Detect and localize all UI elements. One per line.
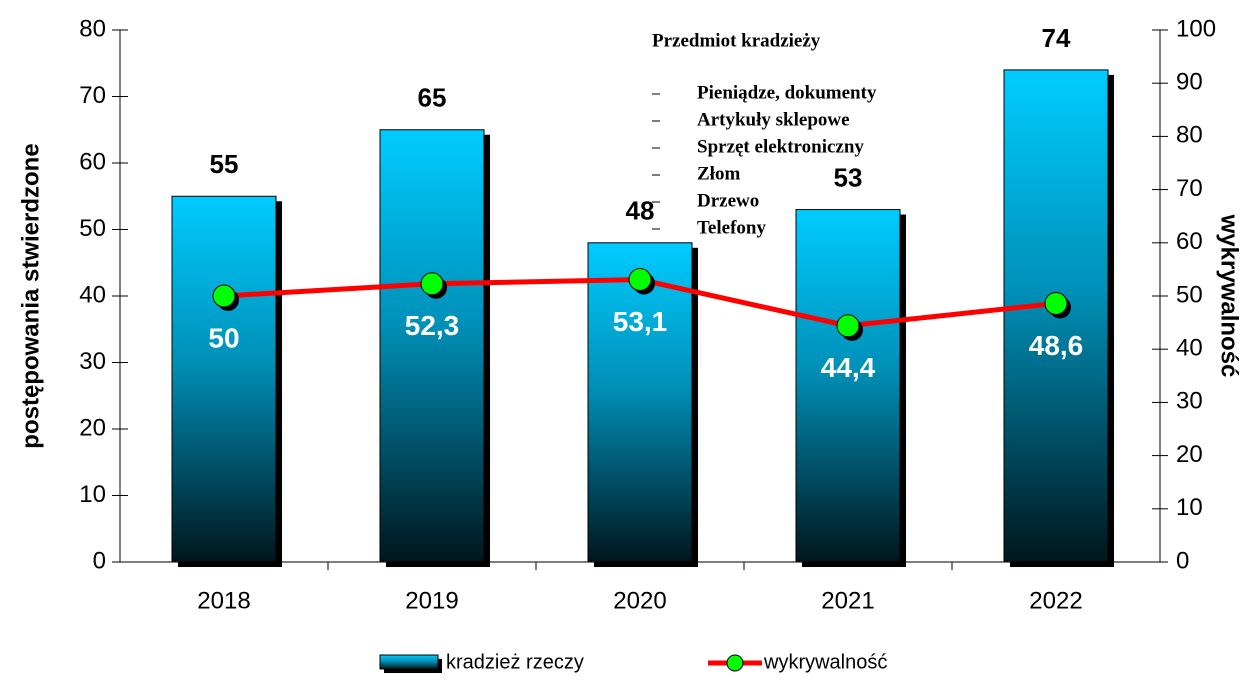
legend-marker bbox=[726, 654, 744, 672]
y2-tick-label: 20 bbox=[1176, 441, 1203, 468]
legend-label: kradzież rzeczy bbox=[446, 651, 584, 673]
bar-value-label: 48 bbox=[626, 196, 655, 226]
annotation-item: Artykuły sklepowe bbox=[697, 109, 850, 130]
y-tick-label: 40 bbox=[79, 281, 106, 308]
y2-tick-label: 100 bbox=[1176, 15, 1216, 42]
bar bbox=[171, 195, 277, 563]
marker bbox=[1044, 291, 1068, 315]
y2-tick-label: 40 bbox=[1176, 335, 1203, 362]
marker bbox=[836, 314, 860, 338]
y2-tick-label: 60 bbox=[1176, 228, 1203, 255]
line-value-label: 52,3 bbox=[405, 310, 460, 341]
bar bbox=[587, 242, 693, 563]
y-tick-label: 80 bbox=[79, 15, 106, 42]
y2-tick-label: 10 bbox=[1176, 494, 1203, 521]
legend-label: wykrywalność bbox=[763, 651, 887, 673]
marker bbox=[212, 284, 236, 308]
marker bbox=[420, 272, 444, 296]
annotation-title: Przedmiot kradzieży bbox=[652, 30, 821, 51]
bar bbox=[379, 129, 485, 563]
marker bbox=[628, 268, 652, 292]
x-tick-label: 2020 bbox=[613, 587, 666, 614]
annotation-item: Drzewo bbox=[697, 190, 759, 211]
bar-value-label: 74 bbox=[1042, 23, 1071, 53]
line-value-label: 48,6 bbox=[1029, 330, 1084, 361]
y2-tick-label: 50 bbox=[1176, 281, 1203, 308]
x-tick-label: 2021 bbox=[821, 587, 874, 614]
y-tick-label: 70 bbox=[79, 82, 106, 109]
y2-tick-label: 30 bbox=[1176, 388, 1203, 415]
y2-tick-label: 0 bbox=[1176, 547, 1189, 574]
y2-axis-label: wykrywalność bbox=[1216, 214, 1243, 378]
bar bbox=[795, 209, 901, 563]
annotation-item: Złom bbox=[697, 163, 740, 184]
line-value-label: 50 bbox=[208, 322, 239, 353]
bar-value-label: 65 bbox=[418, 83, 447, 113]
line-value-label: 53,1 bbox=[613, 306, 668, 337]
annotation-item: Sprzęt elektroniczny bbox=[697, 136, 864, 157]
y-tick-label: 20 bbox=[79, 414, 106, 441]
line-value-label: 44,4 bbox=[821, 352, 876, 383]
annotation-item: Pieniądze, dokumenty bbox=[697, 82, 877, 103]
x-tick-label: 2022 bbox=[1029, 587, 1082, 614]
x-tick-label: 2018 bbox=[197, 587, 250, 614]
annotation-item: Telefony bbox=[697, 217, 766, 238]
y-axis-label: postępowania stwierdzone bbox=[17, 143, 44, 448]
y-tick-label: 30 bbox=[79, 348, 106, 375]
y2-tick-label: 90 bbox=[1176, 69, 1203, 96]
y-tick-label: 60 bbox=[79, 148, 106, 175]
bar-value-label: 53 bbox=[834, 162, 863, 192]
bar-value-label: 55 bbox=[210, 149, 239, 179]
y2-tick-label: 80 bbox=[1176, 122, 1203, 149]
y2-tick-label: 70 bbox=[1176, 175, 1203, 202]
y-tick-label: 0 bbox=[93, 547, 106, 574]
legend-swatch bbox=[379, 654, 439, 670]
y-tick-label: 10 bbox=[79, 481, 106, 508]
y-tick-label: 50 bbox=[79, 215, 106, 242]
x-tick-label: 2019 bbox=[405, 587, 458, 614]
